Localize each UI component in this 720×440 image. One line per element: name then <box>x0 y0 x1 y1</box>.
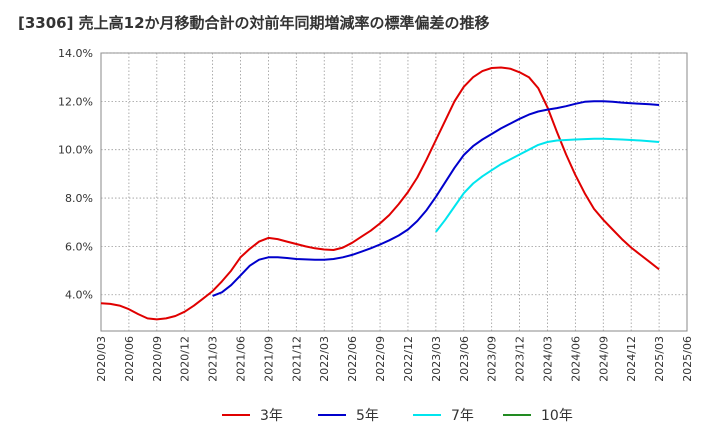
series-lines <box>100 66 660 321</box>
x-tick-label: 2023/12 <box>514 336 527 382</box>
legend-label: 3年 <box>260 408 283 424</box>
axes: 2020/03 2020/06 2020/09 2020/12 2021/03 2021/… <box>58 47 694 382</box>
legend-swatch <box>318 414 346 416</box>
x-tick-label: 2021/09 <box>262 336 275 382</box>
legend: 3年 5年 7年 10年 <box>0 400 720 430</box>
legend-item: 3年 <box>222 400 283 430</box>
legend-swatch <box>413 414 441 416</box>
legend-swatch <box>503 414 531 416</box>
series-line-7年 <box>435 137 660 233</box>
series-line-5年 <box>212 100 660 297</box>
x-tick-label: 2021/06 <box>235 336 248 382</box>
legend-item: 5年 <box>318 400 379 430</box>
legend-label: 7年 <box>451 408 474 424</box>
legend-item: 10年 <box>503 400 573 430</box>
y-tick-label: 12.0% <box>58 95 93 108</box>
legend-item: 7年 <box>413 400 474 430</box>
legend-swatch <box>222 414 250 416</box>
x-tick-label: 2023/09 <box>486 336 499 382</box>
x-tick-label: 2023/03 <box>430 336 443 382</box>
x-tick-label: 2020/09 <box>151 336 164 382</box>
x-tick-label: 2022/03 <box>318 336 331 382</box>
x-tick-label: 2021/03 <box>207 336 220 382</box>
x-tick-label: 2025/03 <box>653 336 666 382</box>
x-tick-label: 2023/06 <box>458 336 471 382</box>
y-tick-label: 6.0% <box>65 240 93 253</box>
legend-label: 10年 <box>541 408 573 424</box>
y-tick-label: 14.0% <box>58 47 93 60</box>
x-tick-label: 2024/09 <box>597 336 610 382</box>
chart-title: [3306] 売上高12か月移動合計の対前年同期増減率の標準偏差の推移 <box>18 14 490 32</box>
x-tick-label: 2022/09 <box>374 336 387 382</box>
x-tick-label: 2022/06 <box>346 336 359 382</box>
x-tick-label: 2021/12 <box>290 336 303 382</box>
y-tick-label: 10.0% <box>58 144 93 157</box>
legend-label: 5年 <box>356 408 379 424</box>
x-tick-label: 2024/03 <box>541 336 554 382</box>
x-tick-label: 2020/12 <box>179 336 192 382</box>
series-line-3年 <box>100 66 660 321</box>
grid <box>100 52 688 332</box>
x-tick-label: 2025/06 <box>681 336 694 382</box>
x-tick-label: 2020/03 <box>95 336 108 382</box>
x-tick-label: 2020/06 <box>123 336 136 382</box>
x-tick-label: 2024/06 <box>569 336 582 382</box>
plot-area <box>100 52 688 332</box>
x-tick-label: 2022/12 <box>402 336 415 382</box>
y-tick-label: 8.0% <box>65 192 93 205</box>
x-tick-label: 2024/12 <box>625 336 638 382</box>
y-tick-label: 4.0% <box>65 289 93 302</box>
